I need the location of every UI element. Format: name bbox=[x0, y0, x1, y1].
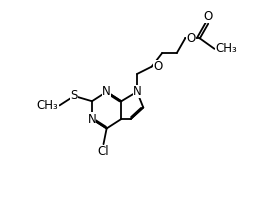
Text: N: N bbox=[88, 112, 96, 126]
Text: CH₃: CH₃ bbox=[37, 99, 58, 112]
Text: S: S bbox=[70, 89, 78, 103]
Text: O: O bbox=[204, 10, 213, 23]
Text: O: O bbox=[153, 60, 162, 73]
Text: CH₃: CH₃ bbox=[216, 42, 237, 55]
Text: O: O bbox=[186, 32, 196, 45]
Text: N: N bbox=[133, 85, 141, 98]
Text: N: N bbox=[102, 85, 111, 98]
Text: Cl: Cl bbox=[98, 145, 109, 158]
